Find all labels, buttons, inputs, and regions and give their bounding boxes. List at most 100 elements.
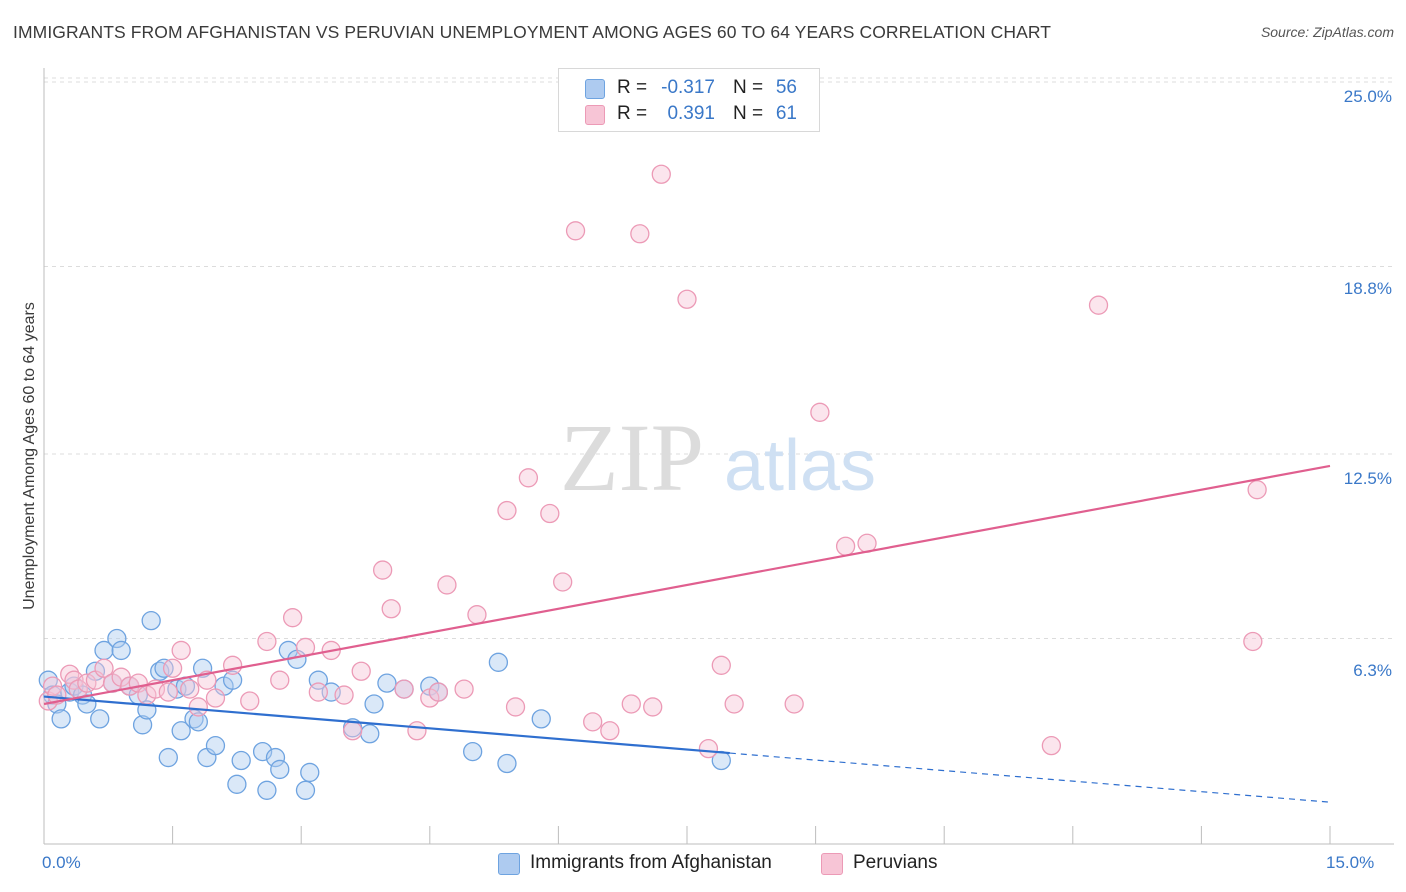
trend-line-peruvians	[43, 464, 1331, 706]
data-point-afghanistan	[265, 747, 286, 768]
legend-n-label: N =	[733, 103, 764, 124]
grid-lines	[44, 77, 1394, 640]
legend-row-peruvians: R = 0.391 N = 61	[559, 101, 819, 127]
legend-label: Immigrants from Afghanistan	[530, 852, 772, 873]
data-point-peruvians	[497, 500, 517, 521]
data-point-peruvians	[381, 599, 401, 619]
data-point-afghanistan	[231, 750, 251, 771]
data-point-peruvians	[711, 655, 731, 675]
watermark-atlas: atlas	[724, 426, 876, 506]
data-point-peruvians	[784, 694, 804, 714]
legend-row-afghanistan: R = -0.317 N = 56	[559, 75, 819, 101]
source-label: Source: ZipAtlas.com	[1260, 24, 1394, 40]
watermark: ZIP atlas	[560, 404, 876, 511]
data-point-peruvians	[518, 468, 539, 488]
data-point-afghanistan	[295, 780, 316, 800]
data-point-afghanistan	[141, 611, 161, 631]
data-point-afghanistan	[497, 753, 517, 774]
data-point-peruvians	[171, 640, 191, 661]
legend-label: Peruvians	[853, 852, 938, 873]
data-point-peruvians	[643, 697, 663, 717]
data-point-afghanistan	[205, 735, 226, 756]
data-point-peruvians	[553, 572, 573, 592]
data-point-afghanistan	[90, 709, 110, 729]
trend-line-afghanistan	[43, 695, 730, 755]
y-tick-label: 12.5%	[1343, 469, 1392, 488]
legend-n-value: 61	[775, 103, 797, 124]
data-point-afghanistan	[377, 673, 397, 693]
data-point-afghanistan	[158, 747, 178, 768]
x-tick-label-min: 0.0%	[42, 853, 81, 872]
data-point-peruvians	[42, 676, 63, 696]
data-point-afghanistan	[270, 759, 290, 780]
legend-r-value: 0.391	[667, 103, 715, 124]
data-point-peruvians	[1041, 735, 1062, 756]
data-point-peruvians	[565, 221, 586, 241]
data-point-afghanistan	[488, 652, 509, 672]
data-point-peruvians	[394, 679, 414, 699]
data-point-peruvians	[835, 536, 856, 556]
legend-swatch-pink	[821, 853, 843, 875]
data-point-afghanistan	[51, 709, 71, 729]
data-point-peruvians	[188, 697, 208, 717]
legend-r-value: -0.317	[661, 77, 715, 98]
legend-swatch-blue	[498, 853, 520, 875]
y-tick-label: 6.3%	[1353, 661, 1392, 680]
data-point-peruvians	[1088, 295, 1109, 315]
data-point-peruvians	[600, 721, 620, 741]
data-point-peruvians	[162, 658, 183, 678]
legend-n-label: N =	[733, 77, 764, 98]
data-point-peruvians	[257, 631, 277, 652]
data-point-peruvians	[1243, 631, 1263, 652]
data-point-afghanistan	[463, 741, 483, 762]
y-tick-label: 25.0%	[1343, 87, 1392, 106]
data-point-peruvians	[810, 402, 830, 422]
data-point-peruvians	[651, 164, 671, 184]
data-point-peruvians	[407, 721, 427, 741]
data-point-afghanistan	[111, 640, 131, 661]
data-point-peruvians	[180, 679, 200, 699]
data-point-peruvians	[454, 679, 474, 699]
data-point-peruvians	[724, 694, 744, 714]
series-peruvians-points	[38, 164, 1267, 759]
data-point-afghanistan	[188, 712, 208, 732]
legend-n-value: 56	[775, 77, 797, 98]
data-point-peruvians	[583, 712, 603, 732]
data-point-peruvians	[351, 661, 371, 681]
data-point-afghanistan	[360, 724, 380, 744]
chart-title: IMMIGRANTS FROM AFGHANISTAN VS PERUVIAN …	[13, 22, 1052, 42]
data-point-afghanistan	[132, 715, 153, 735]
x-tick-label-max: 15.0%	[1326, 853, 1375, 872]
data-point-peruvians	[270, 670, 290, 690]
legend-r-label: R =	[617, 103, 648, 124]
data-point-afghanistan	[171, 721, 191, 741]
legend-swatch-blue	[585, 79, 605, 99]
data-point-peruvians	[437, 575, 457, 595]
trend-lines	[43, 464, 1331, 803]
data-point-peruvians	[372, 560, 393, 580]
data-point-afghanistan	[257, 780, 277, 800]
data-point-peruvians	[308, 682, 328, 702]
data-point-afghanistan	[222, 670, 243, 690]
legend-r-label: R =	[617, 77, 648, 98]
watermark-zip: ZIP	[560, 404, 704, 511]
data-point-afghanistan	[227, 774, 247, 794]
data-point-peruvians	[334, 685, 354, 705]
data-point-peruvians	[282, 608, 303, 628]
data-point-peruvians	[240, 691, 260, 711]
data-point-peruvians	[677, 289, 697, 309]
data-point-peruvians	[630, 224, 650, 244]
data-point-peruvians	[222, 655, 243, 675]
data-point-peruvians	[467, 605, 487, 625]
data-point-peruvians	[505, 697, 526, 717]
data-point-afghanistan	[107, 628, 127, 649]
data-point-afghanistan	[531, 709, 551, 729]
data-point-peruvians	[698, 738, 719, 759]
data-point-peruvians	[205, 688, 226, 708]
trend-line-afghanistan-extension	[729, 752, 1331, 803]
axes	[43, 68, 1394, 845]
legend-swatch-pink	[585, 105, 605, 125]
data-point-peruvians	[342, 721, 363, 741]
data-point-peruvians	[158, 682, 178, 702]
